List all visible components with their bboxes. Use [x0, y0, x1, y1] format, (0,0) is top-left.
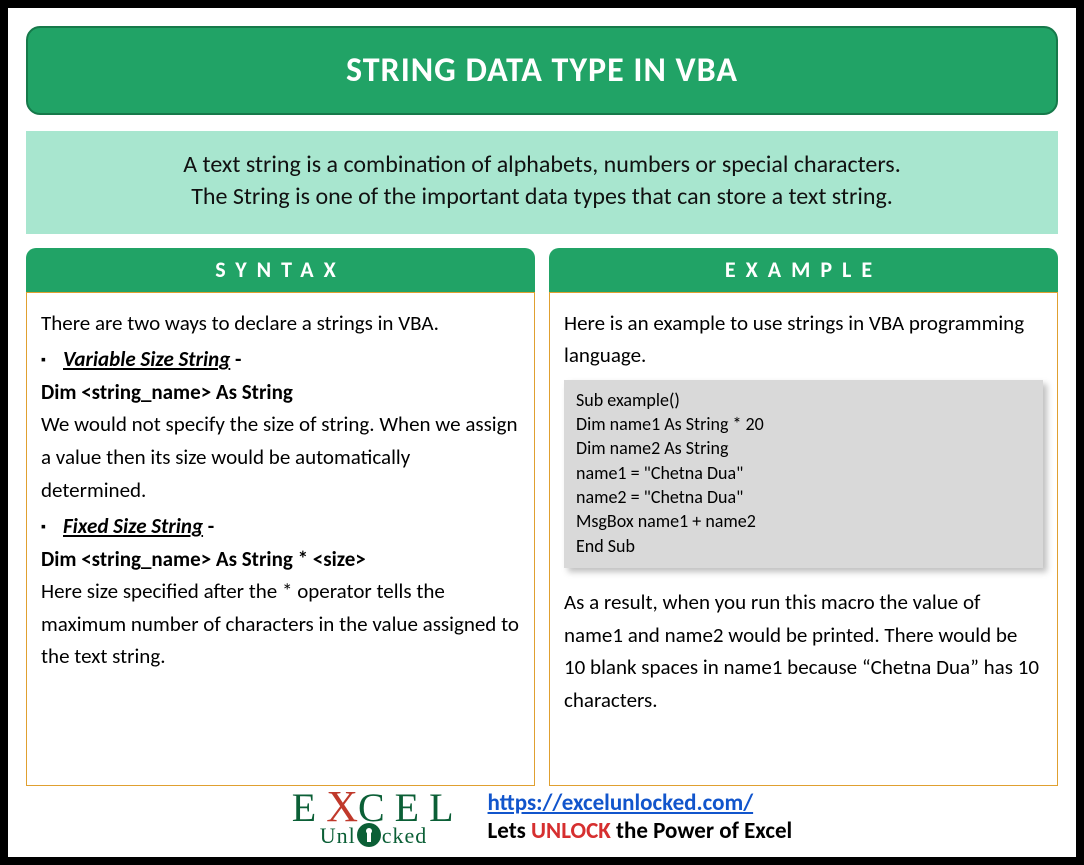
syntax-column: SYNTAX There are two ways to declare a s… [26, 248, 535, 786]
syntax-intro: There are two ways to declare a strings … [41, 307, 520, 340]
code-block: Sub example() Dim name1 As String * 20 D… [564, 380, 1043, 568]
code-line: name2 = "Chetna Dua" [576, 485, 1031, 509]
syntax-desc-1: We would not specify the size of string.… [41, 408, 520, 506]
keyhole-icon [357, 823, 381, 847]
footer: EXCEL Unl cked https://excelunlocked.com/… [26, 788, 1058, 849]
brand-logo: EXCEL Unl cked [292, 788, 464, 847]
bullet-1-dash: - [230, 346, 241, 372]
intro-line-2: The String is one of the important data … [46, 181, 1038, 213]
tagline-pre: Lets [488, 817, 532, 845]
code-line: Dim name1 As String * 20 [576, 412, 1031, 436]
syntax-decl-1: Dim <string_name> As String [41, 376, 520, 409]
footer-link[interactable]: https://excelunlocked.com/ [488, 789, 754, 817]
syntax-bullet-2: ▪ Fixed Size String - [41, 510, 520, 543]
bullet-1-title: Variable Size String - [63, 343, 241, 376]
intro-box: A text string is a combination of alphab… [26, 131, 1058, 234]
columns-container: SYNTAX There are two ways to declare a s… [26, 248, 1058, 786]
bullet-icon: ▪ [41, 510, 63, 543]
logo-bot-pre: Unl [320, 823, 356, 848]
bullet-2-label: Fixed Size String [63, 513, 203, 539]
main-title: STRING DATA TYPE IN VBA [26, 26, 1058, 115]
logo-bot-post: cked [382, 823, 428, 848]
example-column: EXAMPLE Here is an example to use string… [549, 248, 1058, 786]
footer-text: https://excelunlocked.com/ Lets UNLOCK t… [488, 789, 793, 847]
bullet-1-label: Variable Size String [63, 346, 230, 372]
page-frame: STRING DATA TYPE IN VBA A text string is… [8, 8, 1076, 857]
code-line: name1 = "Chetna Dua" [576, 461, 1031, 485]
code-line: MsgBox name1 + name2 [576, 509, 1031, 533]
example-result: As a result, when you run this macro the… [564, 586, 1043, 716]
logo-top-line: EXCEL [292, 788, 464, 825]
example-intro: Here is an example to use strings in VBA… [564, 307, 1043, 372]
code-line: Dim name2 As String [576, 436, 1031, 460]
bullet-2-title: Fixed Size String - [63, 510, 214, 543]
syntax-heading: SYNTAX [26, 248, 535, 292]
syntax-bullet-1: ▪ Variable Size String - [41, 343, 520, 376]
intro-line-1: A text string is a combination of alphab… [46, 149, 1038, 181]
syntax-body: There are two ways to declare a strings … [26, 292, 535, 786]
syntax-desc-2: Here size specified after the * operator… [41, 575, 520, 673]
code-line: Sub example() [576, 388, 1031, 412]
example-heading: EXAMPLE [549, 248, 1058, 292]
example-body: Here is an example to use strings in VBA… [549, 292, 1058, 786]
bullet-2-dash: - [203, 513, 214, 539]
tagline-unlock: UNLOCK [531, 817, 611, 845]
bullet-icon: ▪ [41, 343, 63, 376]
syntax-decl-2: Dim <string_name> As String * <size> [41, 543, 520, 576]
tagline-post: the Power of Excel [611, 817, 792, 845]
code-line: End Sub [576, 534, 1031, 558]
